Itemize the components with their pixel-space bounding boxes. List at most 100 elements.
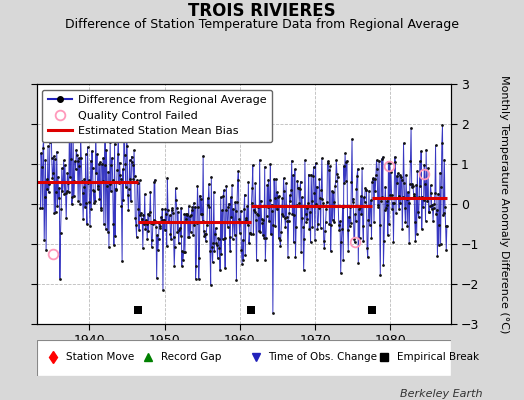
- Point: [278, 195, 287, 202]
- Point: [292, 202, 301, 208]
- Legend: Difference from Regional Average, Quality Control Failed, Estimated Station Mean: Difference from Regional Average, Qualit…: [42, 90, 272, 142]
- Point: [37, 150, 45, 156]
- Point: [67, 155, 75, 162]
- Point: [422, 195, 431, 201]
- Point: [99, 178, 107, 184]
- Point: [298, 215, 307, 222]
- Point: [292, 224, 300, 230]
- Point: [275, 192, 283, 199]
- Point: [211, 231, 219, 237]
- Point: [244, 179, 253, 185]
- Point: [140, 220, 148, 227]
- Point: [193, 220, 201, 226]
- Point: [429, 218, 437, 224]
- Point: [141, 226, 149, 233]
- Point: [130, 147, 138, 154]
- Point: [301, 211, 310, 217]
- Point: [287, 187, 296, 193]
- Point: [73, 152, 81, 158]
- Point: [441, 204, 449, 210]
- Point: [308, 224, 316, 230]
- Point: [194, 276, 203, 282]
- Point: [225, 200, 233, 207]
- Point: [194, 204, 202, 210]
- Point: [112, 187, 121, 194]
- Point: [171, 185, 180, 192]
- Point: [62, 215, 70, 222]
- Text: Record Gap: Record Gap: [161, 352, 221, 362]
- Point: [134, 180, 142, 186]
- Point: [316, 194, 324, 201]
- Point: [235, 216, 243, 222]
- Point: [412, 230, 421, 237]
- Point: [219, 236, 227, 242]
- Point: [263, 212, 271, 219]
- Point: [360, 194, 368, 200]
- Point: [166, 212, 174, 219]
- Point: [172, 205, 181, 211]
- Point: [48, 174, 57, 181]
- Point: [58, 188, 67, 194]
- Point: [161, 206, 170, 212]
- Point: [259, 217, 268, 224]
- Point: [293, 177, 301, 184]
- Point: [379, 262, 388, 268]
- Point: [90, 188, 99, 194]
- Point: [61, 190, 70, 196]
- Point: [156, 224, 165, 231]
- Point: [145, 212, 154, 218]
- Point: [64, 179, 72, 186]
- Point: [60, 191, 69, 198]
- Point: [272, 176, 280, 183]
- Point: [232, 208, 240, 214]
- Point: [327, 222, 335, 228]
- Point: [399, 140, 408, 146]
- Point: [386, 192, 395, 198]
- Point: [45, 189, 53, 196]
- Point: [220, 235, 228, 241]
- Point: [249, 230, 258, 237]
- Point: [153, 232, 161, 238]
- Point: [282, 214, 291, 220]
- Point: [391, 158, 400, 165]
- Point: [295, 200, 303, 206]
- Point: [148, 237, 157, 243]
- Point: [200, 233, 209, 239]
- Point: [340, 162, 348, 169]
- Point: [276, 237, 284, 243]
- Point: [254, 204, 263, 210]
- Point: [166, 231, 174, 237]
- Point: [385, 221, 394, 227]
- Point: [289, 172, 297, 178]
- Point: [146, 209, 154, 216]
- Point: [337, 239, 345, 246]
- Text: Station Move: Station Move: [66, 352, 134, 362]
- Point: [138, 216, 146, 222]
- Point: [304, 200, 312, 206]
- Point: [118, 166, 127, 172]
- Point: [397, 173, 405, 180]
- Point: [270, 194, 279, 201]
- Point: [435, 222, 443, 228]
- Point: [324, 158, 332, 164]
- Point: [39, 134, 48, 140]
- Point: [311, 237, 319, 244]
- Point: [379, 154, 387, 160]
- Point: [310, 164, 318, 170]
- Point: [355, 235, 364, 241]
- Point: [76, 201, 84, 207]
- Point: [244, 222, 252, 229]
- Point: [286, 192, 294, 198]
- Point: [119, 197, 127, 203]
- Point: [83, 221, 91, 228]
- Point: [345, 222, 354, 229]
- Point: [351, 211, 359, 218]
- Point: [81, 204, 89, 210]
- Point: [416, 182, 424, 189]
- Point: [321, 228, 329, 234]
- Point: [203, 222, 211, 229]
- Point: [352, 186, 361, 192]
- Point: [290, 212, 299, 218]
- Point: [333, 170, 341, 177]
- Point: [330, 198, 338, 205]
